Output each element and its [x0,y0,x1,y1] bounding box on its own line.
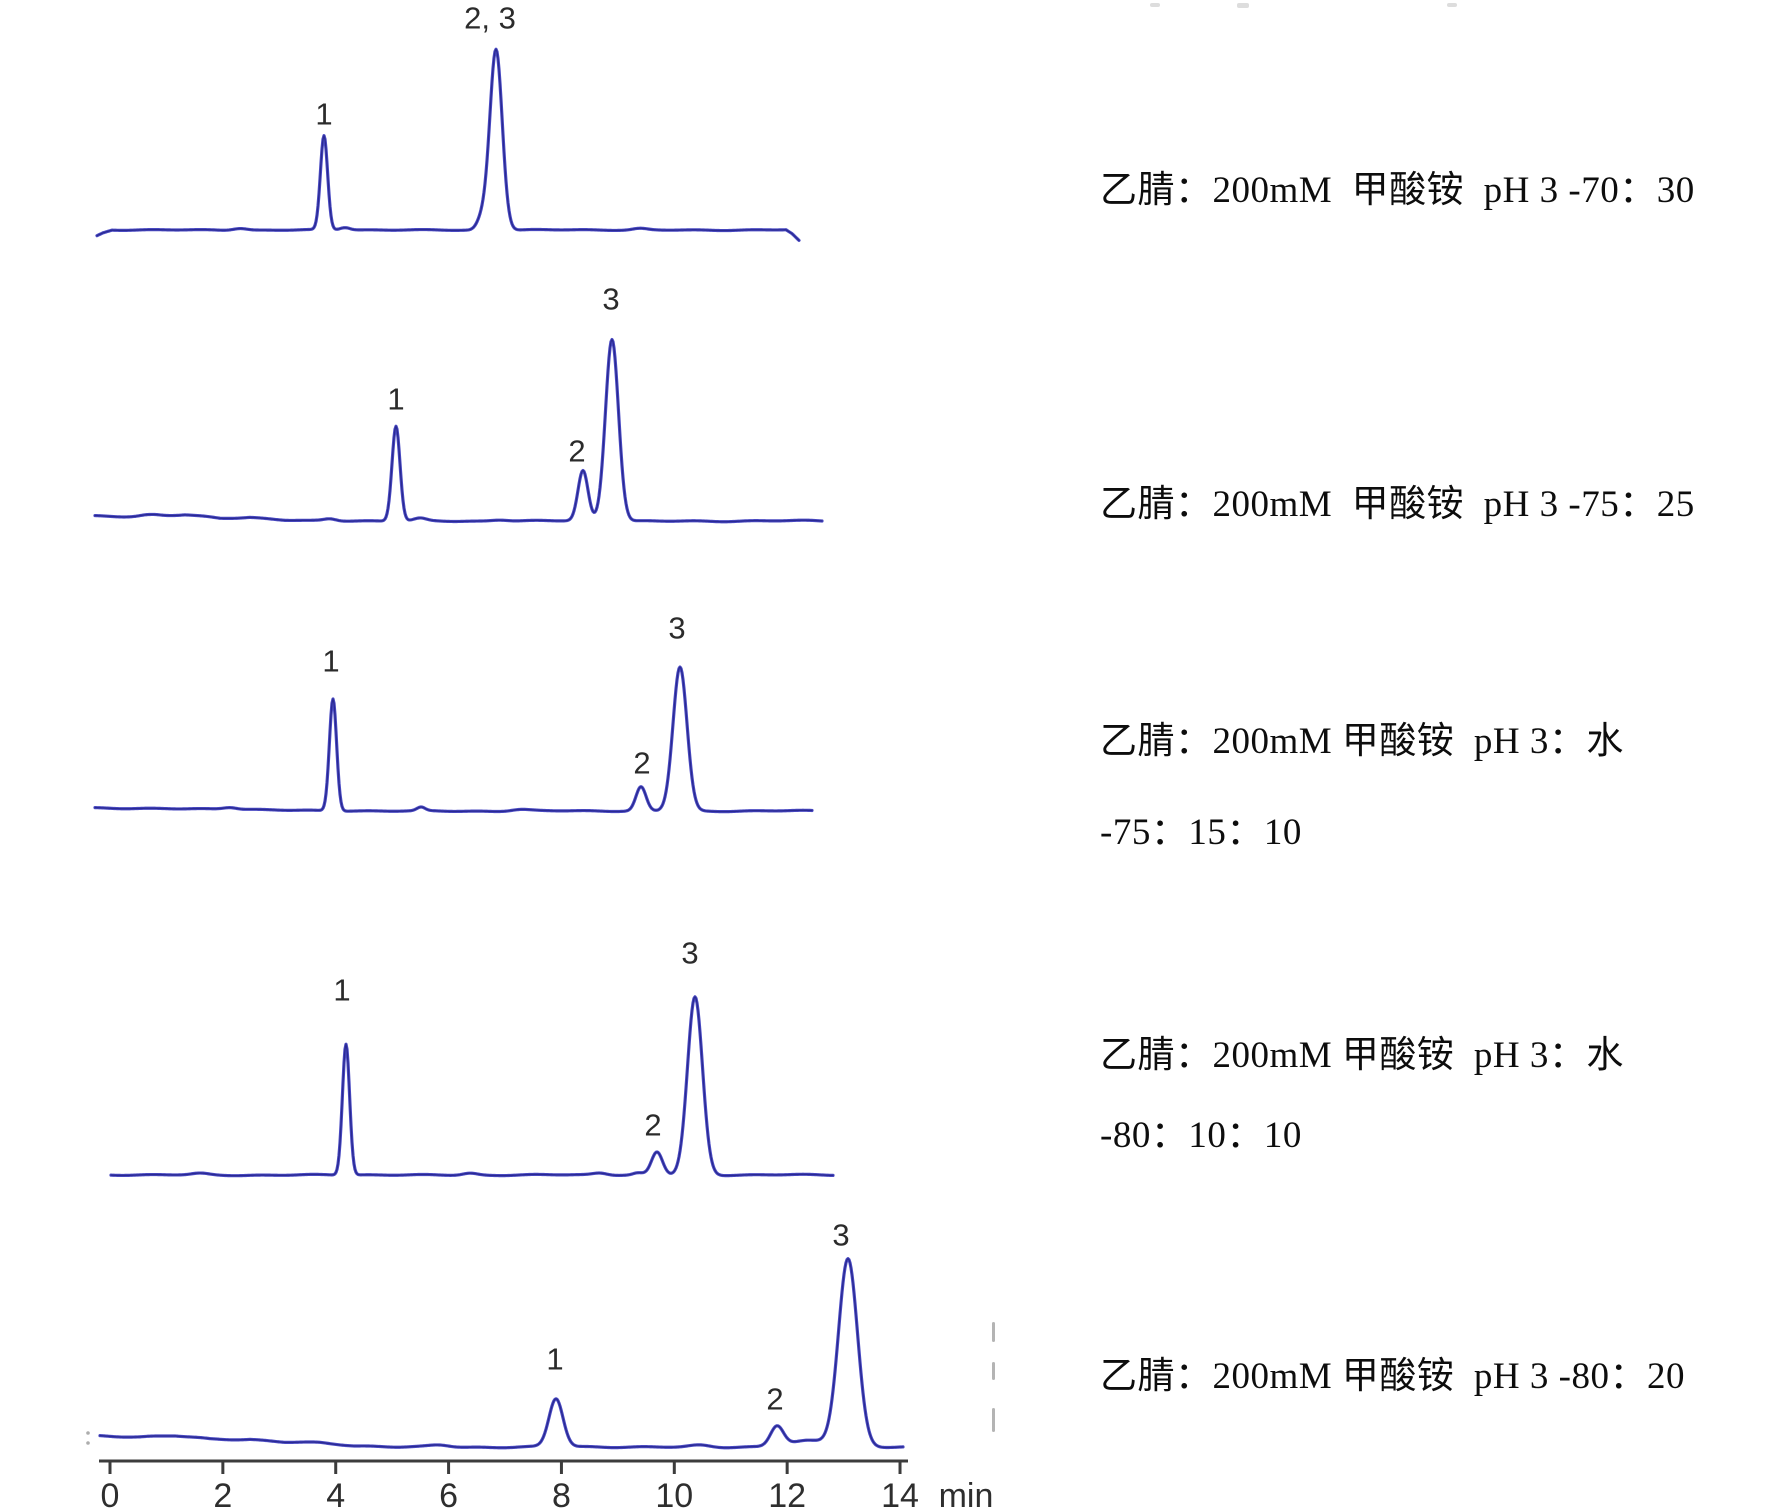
mobile-phase-annotation-4-line-1: 乙腈：200mM 甲酸铵 pH 3：水 [1100,1035,1624,1076]
axis-start-dot-1 [86,1431,90,1435]
peak-label-trace-5-2: 2 [766,1382,783,1417]
peak-label-trace-3-1: 1 [322,644,339,679]
top-edge-speck-2 [1237,3,1249,8]
cropped-text-fragment-2 [992,1362,995,1380]
chromatogram-trace-4 [109,995,835,1178]
x-axis-tick-label-2: 2 [213,1477,232,1512]
chromatogram-trace-3 [93,665,814,814]
mobile-phase-annotation-3-line-1: 乙腈：200mM 甲酸铵 pH 3：水 [1100,721,1624,762]
x-axis-unit-label: min [939,1477,994,1512]
x-axis-tick-label-14: 14 [881,1477,919,1512]
cropped-text-fragment-1 [992,1322,995,1342]
peak-label-trace-4-1: 1 [333,973,350,1008]
chromatogram-trace-3-core [94,666,813,813]
top-edge-speck-1 [1150,3,1160,7]
chromatogram-trace-5 [98,1257,905,1450]
mobile-phase-annotation-3-line-2: -75：15：10 [1100,812,1302,853]
chromatogram-trace-4-core [110,996,834,1177]
peak-label-trace-4-2: 2 [644,1108,661,1143]
chromatogram-trace-2-core [94,338,823,523]
peak-label-trace-2-2: 2 [568,434,585,469]
x-axis-tick-label-12: 12 [768,1477,806,1512]
axis-start-dot-2 [86,1441,90,1445]
top-edge-speck-3 [1447,3,1457,7]
peak-label-trace-4-3: 3 [681,936,698,971]
peak-label-trace-1-1: 1 [315,97,332,132]
chromatogram-trace-1-core [96,48,800,242]
mobile-phase-annotation-4-line-2: -80：10：10 [1100,1115,1302,1156]
chromatogram-trace-1 [95,47,801,243]
x-axis-tick-label-6: 6 [439,1477,458,1512]
peak-label-trace-2-1: 1 [387,382,404,417]
peak-label-trace-5-3: 3 [832,1218,849,1253]
cropped-text-fragment-3 [992,1408,995,1432]
mobile-phase-annotation-1: 乙腈：200mM 甲酸铵 pH 3 -70：30 [1100,170,1695,211]
x-axis-tick-label-10: 10 [655,1477,693,1512]
peak-label-trace-2-3: 3 [602,282,619,317]
peak-label-trace-3-3: 3 [668,611,685,646]
mobile-phase-annotation-5: 乙腈：200mM 甲酸铵 pH 3 -80：20 [1100,1356,1685,1397]
x-axis-tick-label-0: 0 [101,1477,120,1512]
peak-label-trace-3-2: 2 [633,746,650,781]
peak-label-trace-5-1: 1 [546,1342,563,1377]
peak-label-trace-1-23: 2, 3 [464,1,516,36]
chromatogram-trace-5-core [99,1258,904,1449]
x-axis-tick-label-8: 8 [552,1477,571,1512]
x-axis-tick-label-4: 4 [326,1477,345,1512]
chromatogram-trace-2 [93,337,824,524]
mobile-phase-annotation-2: 乙腈：200mM 甲酸铵 pH 3 -75：25 [1100,484,1695,525]
